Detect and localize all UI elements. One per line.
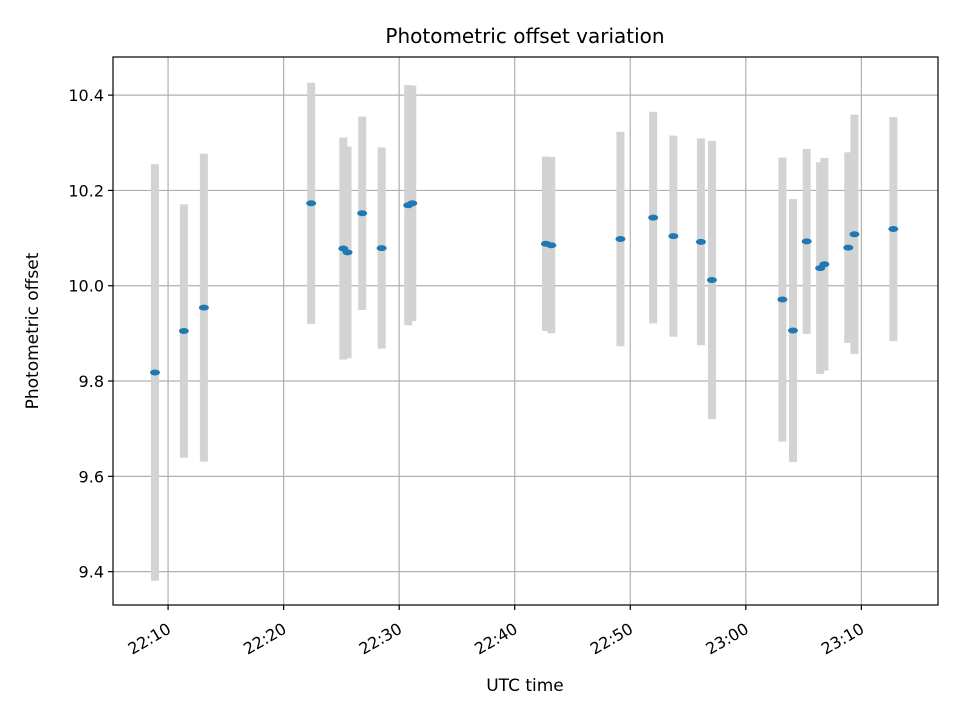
data-point <box>357 210 368 217</box>
x-axis-label: UTC time <box>486 676 564 696</box>
data-point <box>648 214 659 221</box>
data-point <box>149 369 160 376</box>
data-point <box>342 249 353 256</box>
y-axis-ticks: 9.4 9.6 9.8 10.0 10.2 10.4 <box>68 86 113 582</box>
data-point <box>819 261 830 268</box>
data-point <box>407 200 418 207</box>
plot-frame <box>112 56 939 606</box>
y-tick-label: 9.8 <box>79 372 104 391</box>
data-point <box>668 233 679 240</box>
y-tick-label: 10.2 <box>68 181 104 200</box>
data-point <box>888 226 899 233</box>
data-point <box>849 231 860 238</box>
data-point <box>178 328 189 334</box>
chart-title: Photometric offset variation <box>385 24 664 48</box>
y-tick-label: 10.0 <box>68 277 104 296</box>
y-tick-label: 9.4 <box>79 563 104 582</box>
data-point <box>695 238 706 245</box>
data-point <box>546 242 557 249</box>
data-point <box>843 244 854 251</box>
data-point <box>376 245 387 252</box>
data-point <box>777 296 788 303</box>
grid-lines <box>113 57 938 605</box>
data-point <box>306 200 317 207</box>
y-tick-label: 10.4 <box>68 86 104 105</box>
data-point <box>787 327 798 334</box>
y-tick-label: 9.6 <box>79 467 104 486</box>
data-point <box>706 277 717 284</box>
data-point <box>615 236 626 243</box>
y-axis-label: Photometric offset <box>23 252 43 409</box>
data-point <box>801 238 812 245</box>
data-point <box>198 304 209 311</box>
data-points <box>149 200 899 376</box>
